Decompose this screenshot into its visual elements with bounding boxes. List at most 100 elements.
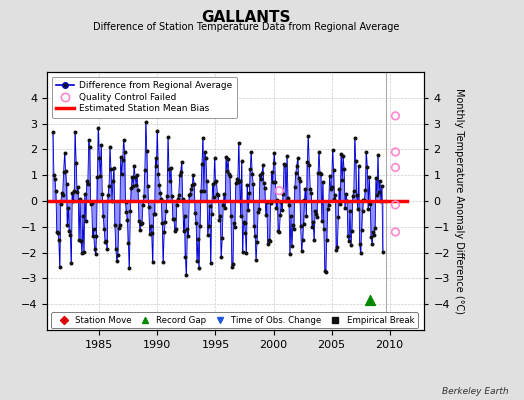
Point (153, 128, 161, 134)
Point (106, 144, 114, 150)
Point (205, 203, 214, 209)
Point (111, 222, 119, 228)
Point (145, 204, 153, 210)
Point (194, 236, 202, 242)
Point (97, 142, 105, 148)
Point (332, 247, 341, 254)
Point (122, 199, 130, 205)
Point (375, 189, 383, 196)
Point (137, 220, 145, 227)
Point (126, 208, 135, 214)
Point (361, 187, 369, 193)
Point (68, 190, 77, 196)
Point (121, 149, 129, 155)
Point (54, 236, 63, 243)
Point (192, 220, 200, 226)
Point (308, 224, 316, 230)
Point (58, 190, 66, 196)
Point (265, 237, 273, 243)
Point (325, 172, 334, 179)
Point (283, 153, 291, 160)
Point (105, 182, 113, 189)
Point (64, 205, 73, 211)
Point (358, 208, 367, 214)
Point (185, 192, 193, 198)
Point (199, 135, 207, 141)
Point (233, 176, 241, 182)
Point (246, 166, 255, 172)
Point (321, 268, 329, 274)
Point (75, 236, 83, 243)
Point (250, 223, 258, 229)
Point (339, 153, 347, 160)
Point (340, 166, 348, 172)
Point (266, 200, 275, 206)
Point (374, 152, 382, 158)
Point (221, 205, 230, 211)
Point (362, 148, 370, 155)
Point (159, 259, 168, 265)
Point (66, 232, 74, 238)
Point (326, 186, 335, 192)
Point (104, 192, 112, 198)
Point (81, 191, 89, 197)
Point (377, 198, 385, 204)
Point (351, 135, 359, 141)
Point (214, 192, 223, 198)
Point (242, 250, 250, 256)
Point (289, 222, 297, 228)
Point (90, 246, 99, 252)
Point (237, 158, 246, 164)
Point (83, 178, 91, 184)
Point (335, 186, 344, 193)
Point (277, 199, 286, 205)
Point (336, 200, 344, 207)
Legend: Station Move, Record Gap, Time of Obs. Change, Empirical Break: Station Move, Record Gap, Time of Obs. C… (51, 312, 418, 328)
Point (268, 179, 277, 186)
Point (370, 232, 378, 238)
Point (165, 166, 173, 173)
Point (110, 164, 118, 171)
Point (152, 163, 161, 169)
Point (213, 191, 222, 197)
Point (314, 170, 322, 176)
Point (366, 201, 375, 207)
Point (376, 178, 384, 184)
Point (275, 188, 283, 194)
Point (329, 167, 337, 174)
Point (156, 190, 165, 196)
Point (146, 230, 154, 237)
Point (353, 192, 361, 198)
Point (238, 249, 247, 256)
Point (151, 155, 160, 162)
Point (138, 220, 146, 226)
Point (254, 209, 262, 215)
Point (117, 171, 126, 177)
Point (311, 208, 319, 214)
Point (140, 193, 148, 200)
Point (236, 213, 245, 220)
Point (285, 202, 293, 208)
Point (299, 221, 308, 228)
Point (260, 184, 269, 191)
Point (304, 133, 312, 139)
Point (113, 258, 121, 264)
Point (90, 226, 98, 232)
Point (53, 230, 62, 236)
Point (118, 157, 127, 164)
Point (371, 225, 379, 231)
Point (303, 159, 312, 165)
Point (223, 168, 231, 174)
Point (79, 213, 87, 220)
Point (301, 186, 310, 192)
Point (306, 186, 314, 192)
Point (343, 198, 351, 204)
Point (123, 216, 132, 223)
Point (329, 147, 337, 154)
Point (347, 242, 355, 248)
Point (230, 219, 238, 226)
Point (168, 193, 176, 199)
Point (260, 180, 268, 186)
Point (162, 208, 170, 215)
Point (290, 226, 298, 232)
